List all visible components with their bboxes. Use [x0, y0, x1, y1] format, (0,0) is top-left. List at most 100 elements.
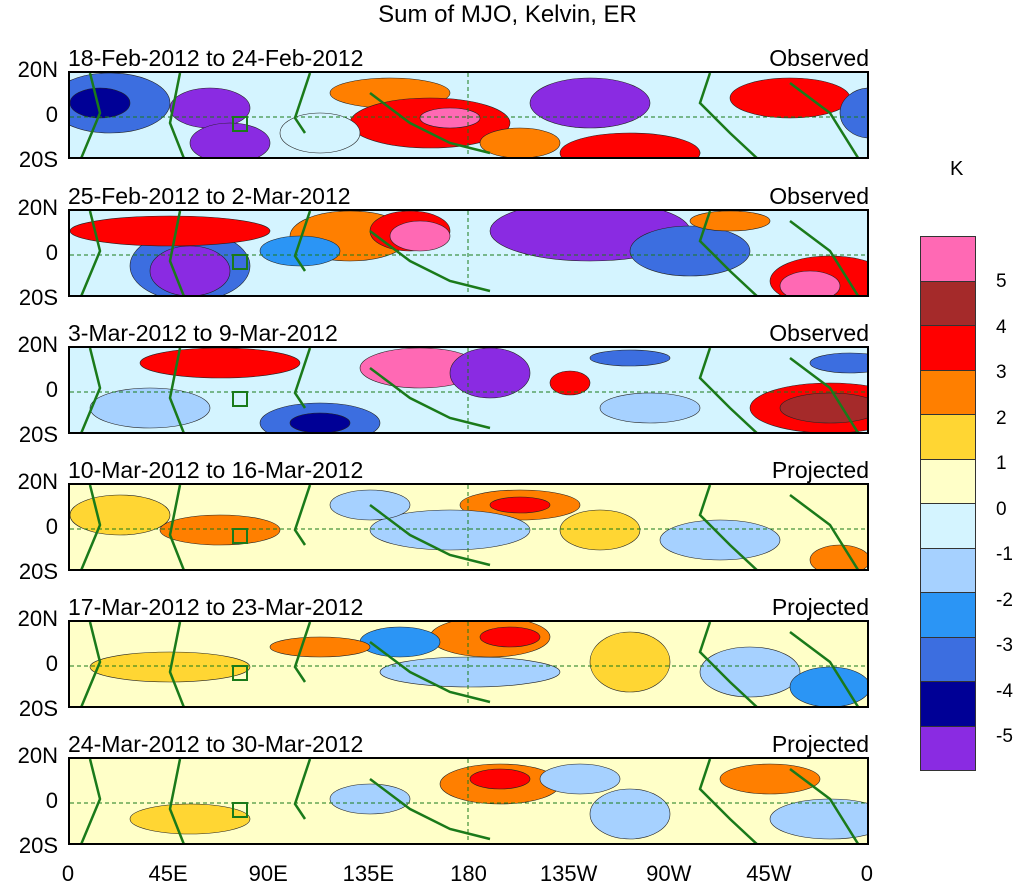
- colorbar-label: 1: [996, 453, 1007, 474]
- panel-date-label: 18-Feb-2012 to 24-Feb-2012: [68, 45, 364, 71]
- y-tick-label: 20S: [18, 422, 58, 447]
- anomaly-contour: [559, 132, 701, 157]
- colorbar-label: 4: [996, 316, 1007, 338]
- x-tick-label: 0: [860, 861, 873, 886]
- y-tick-label: 20N: [17, 743, 58, 768]
- panel-date-label: 25-Feb-2012 to 2-Mar-2012: [68, 183, 351, 209]
- anomaly-contour: [689, 211, 771, 232]
- coastline: [80, 485, 859, 569]
- anomaly-contour: [289, 412, 351, 432]
- anomaly-field: [70, 348, 867, 432]
- anomaly-contour: [419, 107, 481, 129]
- anomaly-contour: [629, 225, 751, 277]
- anomaly-contour: [279, 112, 361, 154]
- y-tick-label: 20S: [18, 696, 58, 721]
- map-panel: [68, 757, 869, 845]
- anomaly-contour: [329, 783, 411, 815]
- anomaly-contour: [269, 636, 371, 658]
- coastline: [80, 622, 859, 706]
- anomaly-contour: [389, 220, 451, 252]
- anomaly-contour: [529, 77, 651, 129]
- map-panel: [68, 346, 869, 434]
- panel-status-label: Projected: [771, 457, 869, 483]
- coastline: [80, 759, 859, 843]
- colorbar: [920, 236, 976, 771]
- colorbar-label: -2: [996, 589, 1013, 611]
- colorbar-swatch: [920, 280, 976, 326]
- y-tick-label: 20N: [17, 195, 58, 220]
- anomaly-contour: [449, 348, 531, 399]
- panel-date-label: 24-Mar-2012 to 30-Mar-2012: [68, 731, 364, 757]
- colorbar-label: 3: [996, 362, 1007, 383]
- y-tick-label: 0: [45, 514, 58, 539]
- anomaly-contour: [559, 509, 641, 551]
- colorbar-swatch: [920, 592, 976, 638]
- panel-status-label: Projected: [771, 731, 869, 757]
- x-tick-label: 135W: [539, 861, 598, 886]
- colorbar-swatch: [920, 414, 976, 460]
- x-tick-label: 45E: [148, 861, 188, 886]
- anomaly-contour: [549, 370, 591, 396]
- anomaly-contour: [589, 349, 671, 367]
- anomaly-contour: [139, 348, 301, 379]
- anomaly-contour: [169, 87, 251, 129]
- anomaly-contour: [379, 656, 561, 688]
- y-tick-label: 0: [45, 240, 58, 265]
- x-tick-label: 90W: [646, 861, 692, 886]
- colorbar-swatch: [920, 725, 976, 771]
- anomaly-contour: [469, 768, 531, 790]
- y-tick-label: 20N: [17, 606, 58, 631]
- panel-status-label: Observed: [769, 183, 869, 209]
- anomaly-contour: [699, 646, 801, 698]
- anomaly-contour: [539, 763, 621, 795]
- anomaly-contour: [369, 509, 531, 551]
- anomaly-contour: [589, 788, 671, 840]
- y-tick-label: 20N: [17, 332, 58, 357]
- y-tick-label: 0: [45, 102, 58, 127]
- map-panel: [68, 209, 869, 297]
- coastline: [80, 211, 859, 295]
- anomaly-contour: [779, 392, 867, 424]
- anomaly-field: [70, 211, 867, 295]
- anomaly-contour: [779, 270, 841, 295]
- y-tick-label: 0: [45, 377, 58, 402]
- anomaly-contour: [489, 496, 551, 514]
- x-tick-label: 135E: [342, 861, 395, 886]
- anomaly-contour: [189, 122, 271, 157]
- map-panel: [68, 483, 869, 571]
- anomaly-contour: [839, 87, 867, 139]
- y-tick-label: 20N: [17, 469, 58, 494]
- colorbar-units: K: [950, 158, 964, 180]
- x-tick-label: 0: [61, 861, 75, 886]
- anomaly-contour: [149, 245, 231, 295]
- x-tick-label: 45W: [746, 861, 792, 886]
- colorbar-swatch: [920, 681, 976, 727]
- colorbar-swatch: [920, 636, 976, 682]
- anomaly-contour: [259, 235, 341, 267]
- colorbar-label: -1: [996, 544, 1013, 565]
- y-tick-label: 20S: [18, 285, 58, 310]
- anomaly-field: [70, 622, 867, 706]
- anomaly-contour: [599, 392, 701, 424]
- y-tick-label: 0: [45, 788, 58, 813]
- anomaly-contour: [479, 626, 541, 648]
- anomaly-contour: [659, 519, 781, 561]
- y-tick-label: 20S: [18, 559, 58, 584]
- panel-date-label: 17-Mar-2012 to 23-Mar-2012: [68, 594, 364, 620]
- y-tick-label: 20S: [18, 833, 58, 858]
- y-tick-label: 0: [45, 651, 58, 676]
- colorbar-swatch: [920, 503, 976, 549]
- chart-title: Sum of MJO, Kelvin, ER: [378, 1, 637, 28]
- anomaly-contour: [70, 87, 131, 119]
- y-tick-label: 20S: [18, 147, 58, 172]
- y-tick-label: 20N: [17, 57, 58, 82]
- map-panel: [68, 620, 869, 708]
- colorbar-swatch: [920, 369, 976, 415]
- panel-status-label: Observed: [769, 45, 869, 71]
- map-panel: [68, 71, 869, 159]
- colorbar-label: 0: [996, 498, 1007, 520]
- coastline: [80, 348, 859, 432]
- panel-date-label: 3-Mar-2012 to 9-Mar-2012: [68, 320, 338, 346]
- anomaly-field: [70, 759, 867, 843]
- anomaly-contour: [159, 514, 281, 546]
